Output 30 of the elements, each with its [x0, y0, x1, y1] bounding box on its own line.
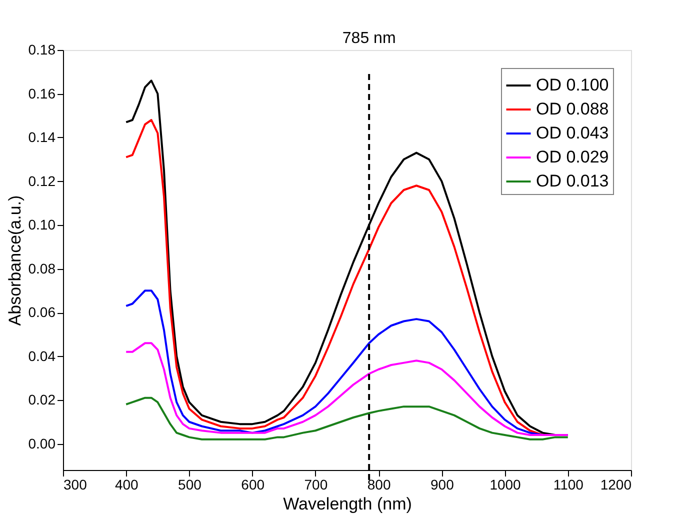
x-tick-label: 1000 [490, 476, 522, 492]
y-tick-label: 0.12 [28, 172, 56, 189]
y-tick-label: 0.06 [28, 304, 56, 320]
x-tick-label: 400 [114, 476, 139, 492]
legend-label: OD 0.088 [536, 100, 609, 118]
x-tick-label: 1100 [553, 476, 584, 492]
y-tick-label: 0.10 [28, 216, 56, 232]
x-tick-label: 900 [430, 476, 454, 492]
y-tick-label: 0.02 [28, 392, 56, 408]
ref-line-label: 785 nm [342, 30, 396, 47]
x-tick-label: 600 [241, 476, 265, 492]
y-tick-label: 0.16 [28, 85, 56, 102]
y-tick-label: 0.00 [28, 435, 56, 452]
line-series [125, 342, 569, 436]
legend-label: OD 0.043 [536, 124, 609, 142]
x-tick-label: 700 [304, 476, 328, 492]
x-axis-title: Wavelength (nm) [283, 494, 412, 514]
y-tick-label: 0.18 [28, 42, 56, 58]
legend-label: OD 0.013 [536, 172, 609, 190]
x-tick-label: 500 [178, 476, 202, 492]
x-tick-label: 800 [367, 476, 391, 492]
y-tick-label: 0.08 [28, 260, 56, 276]
y-tick-label: 0.14 [28, 129, 56, 145]
y-axis-title: Absorbance(a.u.) [5, 195, 24, 326]
line-series [125, 396, 569, 440]
y-tick-label: 0.04 [28, 348, 56, 364]
legend-label: OD 0.029 [536, 148, 609, 166]
x-tick-label: 300 [64, 476, 88, 492]
x-tick-label: 1200 [600, 476, 632, 492]
legend-label: OD 0.100 [536, 76, 609, 94]
